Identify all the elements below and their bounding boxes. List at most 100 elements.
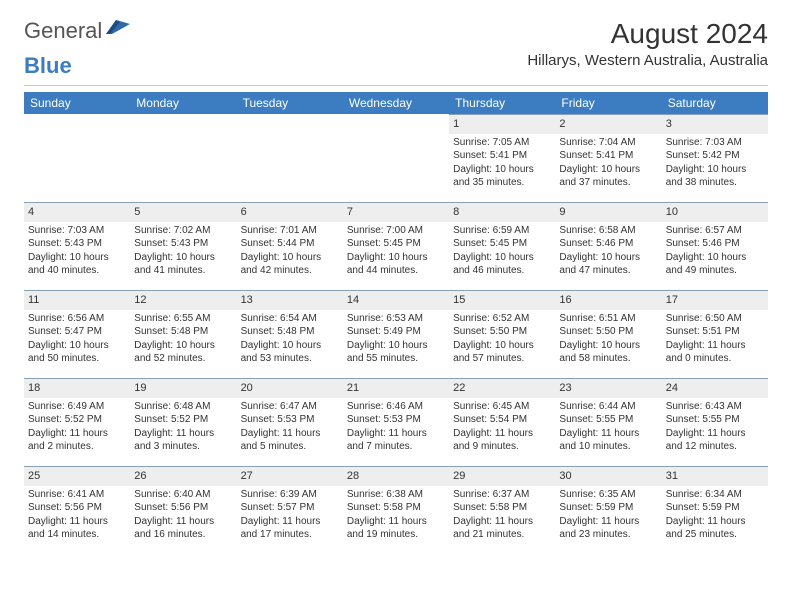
day-details: Sunrise: 6:41 AMSunset: 5:56 PMDaylight:… xyxy=(24,486,130,546)
day-number: 26 xyxy=(130,466,236,486)
daylight-line: Daylight: 11 hours and 2 minutes. xyxy=(28,427,126,454)
day-number: 13 xyxy=(237,290,343,310)
daylight-line: Daylight: 11 hours and 10 minutes. xyxy=(559,427,657,454)
sunset-line: Sunset: 5:58 PM xyxy=(453,501,551,515)
sunset-line: Sunset: 5:48 PM xyxy=(241,325,339,339)
logo-word-blue: Blue xyxy=(24,53,72,78)
day-number: 27 xyxy=(237,466,343,486)
sunset-line: Sunset: 5:59 PM xyxy=(559,501,657,515)
day-number: 31 xyxy=(662,466,768,486)
day-details: Sunrise: 7:02 AMSunset: 5:43 PMDaylight:… xyxy=(130,222,236,282)
day-number: 29 xyxy=(449,466,555,486)
day-details: Sunrise: 6:55 AMSunset: 5:48 PMDaylight:… xyxy=(130,310,236,370)
day-number: 21 xyxy=(343,378,449,398)
daylight-line: Daylight: 10 hours and 49 minutes. xyxy=(666,251,764,278)
sunrise-line: Sunrise: 7:03 AM xyxy=(666,136,764,150)
daylight-line: Daylight: 10 hours and 47 minutes. xyxy=(559,251,657,278)
day-number: 4 xyxy=(24,202,130,222)
sunrise-line: Sunrise: 6:43 AM xyxy=(666,400,764,414)
sunset-line: Sunset: 5:50 PM xyxy=(453,325,551,339)
day-details: Sunrise: 6:40 AMSunset: 5:56 PMDaylight:… xyxy=(130,486,236,546)
sunrise-line: Sunrise: 6:41 AM xyxy=(28,488,126,502)
sunrise-line: Sunrise: 6:40 AM xyxy=(134,488,232,502)
sunrise-line: Sunrise: 6:45 AM xyxy=(453,400,551,414)
sunrise-line: Sunrise: 6:59 AM xyxy=(453,224,551,238)
sunrise-line: Sunrise: 6:58 AM xyxy=(559,224,657,238)
day-details: Sunrise: 6:48 AMSunset: 5:52 PMDaylight:… xyxy=(130,398,236,458)
calendar-cell: 21Sunrise: 6:46 AMSunset: 5:53 PMDayligh… xyxy=(343,378,449,466)
daylight-line: Daylight: 11 hours and 0 minutes. xyxy=(666,339,764,366)
day-details: Sunrise: 7:00 AMSunset: 5:45 PMDaylight:… xyxy=(343,222,449,282)
title-block: August 2024 Hillarys, Western Australia,… xyxy=(527,18,768,69)
location-line: Hillarys, Western Australia, Australia xyxy=(527,52,768,69)
daylight-line: Daylight: 11 hours and 7 minutes. xyxy=(347,427,445,454)
sunset-line: Sunset: 5:54 PM xyxy=(453,413,551,427)
day-number: 30 xyxy=(555,466,661,486)
calendar-cell: 13Sunrise: 6:54 AMSunset: 5:48 PMDayligh… xyxy=(237,290,343,378)
calendar-grid: SundayMondayTuesdayWednesdayThursdayFrid… xyxy=(24,92,768,554)
daylight-line: Daylight: 11 hours and 9 minutes. xyxy=(453,427,551,454)
sunrise-line: Sunrise: 6:54 AM xyxy=(241,312,339,326)
day-details: Sunrise: 6:43 AMSunset: 5:55 PMDaylight:… xyxy=(662,398,768,458)
sunset-line: Sunset: 5:50 PM xyxy=(559,325,657,339)
sunrise-line: Sunrise: 6:51 AM xyxy=(559,312,657,326)
day-details: Sunrise: 6:46 AMSunset: 5:53 PMDaylight:… xyxy=(343,398,449,458)
calendar-cell: 10Sunrise: 6:57 AMSunset: 5:46 PMDayligh… xyxy=(662,202,768,290)
daylight-line: Daylight: 11 hours and 17 minutes. xyxy=(241,515,339,542)
calendar-cell: 23Sunrise: 6:44 AMSunset: 5:55 PMDayligh… xyxy=(555,378,661,466)
sunrise-line: Sunrise: 6:52 AM xyxy=(453,312,551,326)
day-number: 9 xyxy=(555,202,661,222)
day-number: 28 xyxy=(343,466,449,486)
calendar-cell: 1Sunrise: 7:05 AMSunset: 5:41 PMDaylight… xyxy=(449,114,555,202)
daylight-line: Daylight: 11 hours and 21 minutes. xyxy=(453,515,551,542)
day-details: Sunrise: 6:58 AMSunset: 5:46 PMDaylight:… xyxy=(555,222,661,282)
calendar-cell: 31Sunrise: 6:34 AMSunset: 5:59 PMDayligh… xyxy=(662,466,768,554)
calendar-cell: 12Sunrise: 6:55 AMSunset: 5:48 PMDayligh… xyxy=(130,290,236,378)
day-number: 18 xyxy=(24,378,130,398)
day-header-tuesday: Tuesday xyxy=(237,92,343,114)
calendar-cell: 11Sunrise: 6:56 AMSunset: 5:47 PMDayligh… xyxy=(24,290,130,378)
daylight-line: Daylight: 11 hours and 5 minutes. xyxy=(241,427,339,454)
day-header-thursday: Thursday xyxy=(449,92,555,114)
sunrise-line: Sunrise: 7:05 AM xyxy=(453,136,551,150)
sunset-line: Sunset: 5:44 PM xyxy=(241,237,339,251)
day-details: Sunrise: 6:52 AMSunset: 5:50 PMDaylight:… xyxy=(449,310,555,370)
calendar-cell: 25Sunrise: 6:41 AMSunset: 5:56 PMDayligh… xyxy=(24,466,130,554)
daylight-line: Daylight: 10 hours and 40 minutes. xyxy=(28,251,126,278)
day-number: 10 xyxy=(662,202,768,222)
calendar-cell: 30Sunrise: 6:35 AMSunset: 5:59 PMDayligh… xyxy=(555,466,661,554)
sunset-line: Sunset: 5:46 PM xyxy=(559,237,657,251)
logo-flag-icon xyxy=(104,20,130,43)
calendar-cell: 24Sunrise: 6:43 AMSunset: 5:55 PMDayligh… xyxy=(662,378,768,466)
day-header-saturday: Saturday xyxy=(662,92,768,114)
calendar-cell: 3Sunrise: 7:03 AMSunset: 5:42 PMDaylight… xyxy=(662,114,768,202)
sunset-line: Sunset: 5:57 PM xyxy=(241,501,339,515)
day-number: 6 xyxy=(237,202,343,222)
calendar-cell: 29Sunrise: 6:37 AMSunset: 5:58 PMDayligh… xyxy=(449,466,555,554)
daylight-line: Daylight: 10 hours and 46 minutes. xyxy=(453,251,551,278)
calendar-cell: 16Sunrise: 6:51 AMSunset: 5:50 PMDayligh… xyxy=(555,290,661,378)
sunrise-line: Sunrise: 6:44 AM xyxy=(559,400,657,414)
sunset-line: Sunset: 5:51 PM xyxy=(666,325,764,339)
daylight-line: Daylight: 11 hours and 12 minutes. xyxy=(666,427,764,454)
day-details: Sunrise: 6:38 AMSunset: 5:58 PMDaylight:… xyxy=(343,486,449,546)
day-details: Sunrise: 6:53 AMSunset: 5:49 PMDaylight:… xyxy=(343,310,449,370)
sunrise-line: Sunrise: 6:49 AM xyxy=(28,400,126,414)
calendar-cell: 14Sunrise: 6:53 AMSunset: 5:49 PMDayligh… xyxy=(343,290,449,378)
sunrise-line: Sunrise: 7:00 AM xyxy=(347,224,445,238)
calendar-cell: 8Sunrise: 6:59 AMSunset: 5:45 PMDaylight… xyxy=(449,202,555,290)
day-header-monday: Monday xyxy=(130,92,236,114)
calendar-cell: 26Sunrise: 6:40 AMSunset: 5:56 PMDayligh… xyxy=(130,466,236,554)
day-number: 2 xyxy=(555,114,661,134)
daylight-line: Daylight: 10 hours and 50 minutes. xyxy=(28,339,126,366)
calendar-cell: 9Sunrise: 6:58 AMSunset: 5:46 PMDaylight… xyxy=(555,202,661,290)
sunrise-line: Sunrise: 6:38 AM xyxy=(347,488,445,502)
day-details: Sunrise: 7:04 AMSunset: 5:41 PMDaylight:… xyxy=(555,134,661,194)
sunset-line: Sunset: 5:58 PM xyxy=(347,501,445,515)
sunset-line: Sunset: 5:52 PM xyxy=(28,413,126,427)
sunset-line: Sunset: 5:55 PM xyxy=(666,413,764,427)
sunset-line: Sunset: 5:47 PM xyxy=(28,325,126,339)
month-title: August 2024 xyxy=(527,18,768,50)
calendar-cell: 4Sunrise: 7:03 AMSunset: 5:43 PMDaylight… xyxy=(24,202,130,290)
sunset-line: Sunset: 5:59 PM xyxy=(666,501,764,515)
